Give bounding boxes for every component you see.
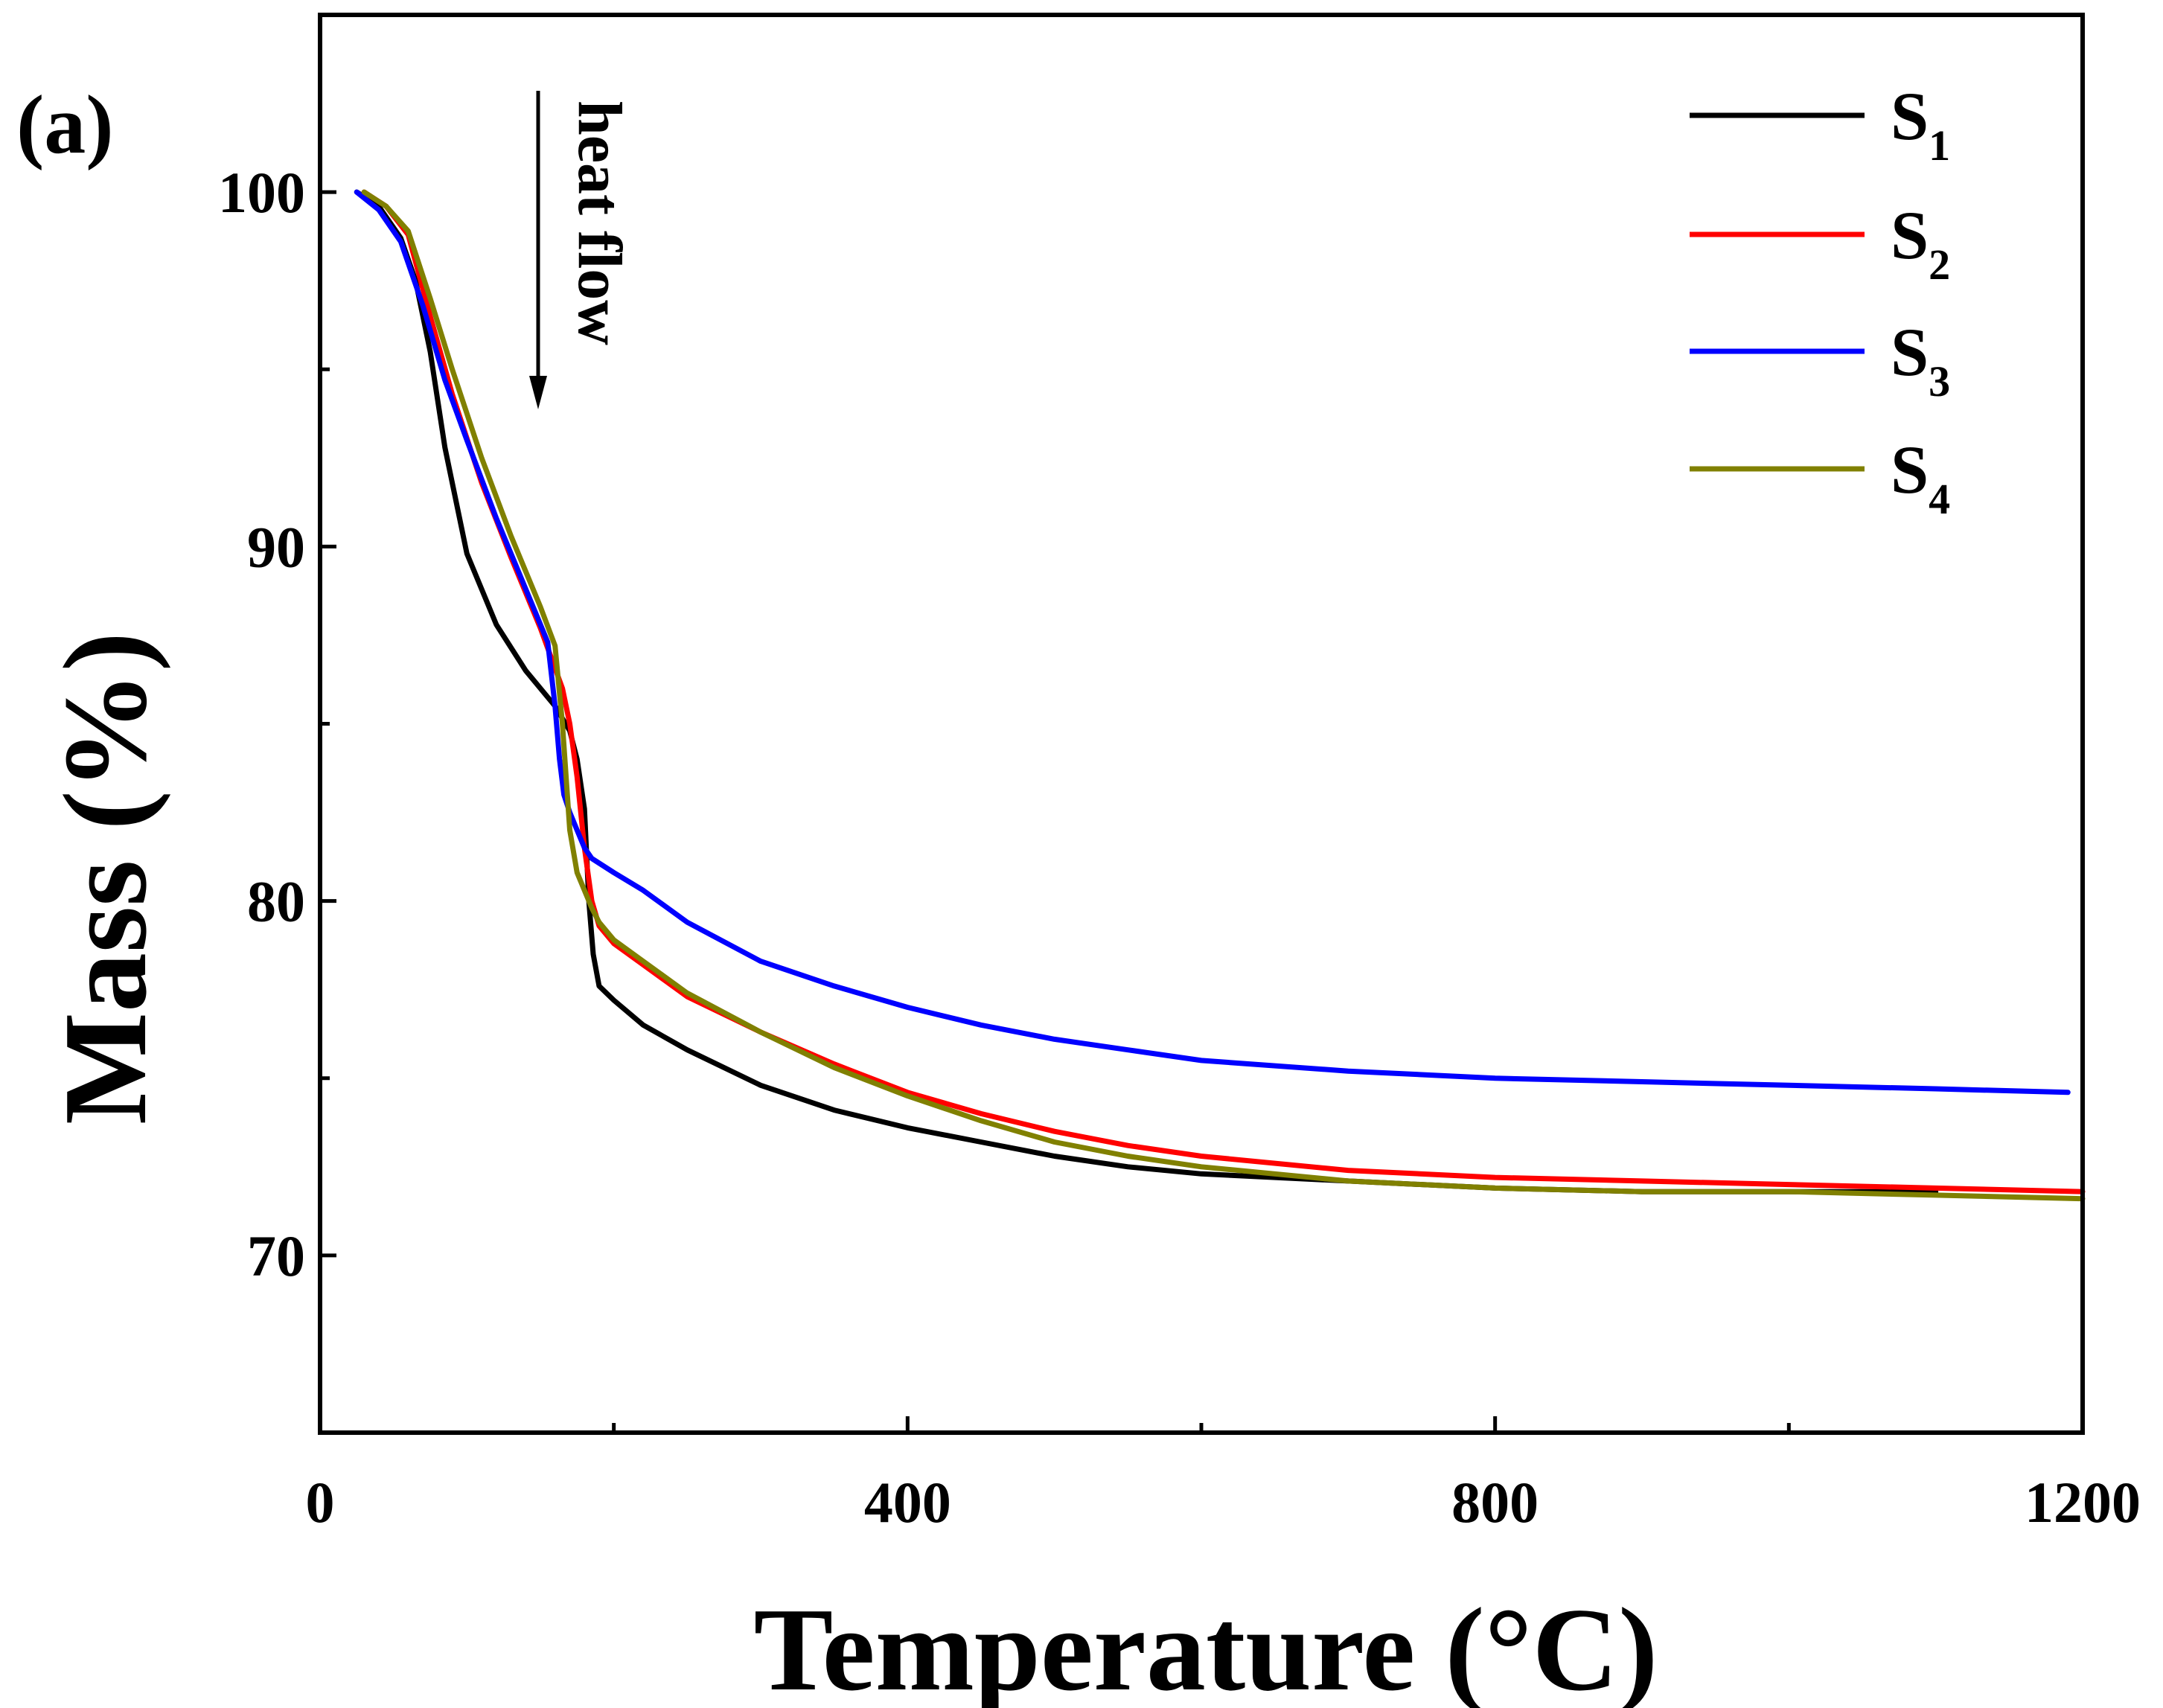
legend: S1 S2 S3 S4 [1690,78,1950,523]
legend-label-s1: S1 [1891,78,1950,170]
x-tick-label: 400 [864,1470,951,1535]
y-tick-label: 100 [218,160,305,225]
x-tick-label: 1200 [2025,1470,2141,1535]
legend-label-s3: S3 [1891,314,1950,406]
heat-flow-annotation: heat flow [529,91,634,409]
y-axis-title: Mass (%) [39,632,171,1125]
series-line-s3 [354,189,2071,1096]
plot-series-group [354,189,2086,1202]
legend-label-s4: S4 [1891,432,1950,523]
panel-label: (a) [16,79,114,171]
legend-label-s2: S2 [1891,197,1950,289]
x-tick-label: 0 [306,1470,335,1535]
y-tick-label: 80 [247,869,305,934]
y-tick-label: 70 [247,1224,305,1288]
y-tick-label: 90 [247,514,305,579]
series-layer [354,189,2086,1202]
x-tick-label: 800 [1451,1470,1539,1535]
axis-tick-labels: 0 400 800 1200 70 80 90 100 [218,160,2141,1535]
heat-flow-label: heat flow [565,100,634,345]
axis-ticks [318,190,2085,1433]
x-axis-title: Temperature (°C) [754,1583,1658,1708]
series-line-s4 [361,189,2086,1202]
heat-flow-arrow-head [529,376,547,409]
series-line-s1 [354,189,1939,1194]
